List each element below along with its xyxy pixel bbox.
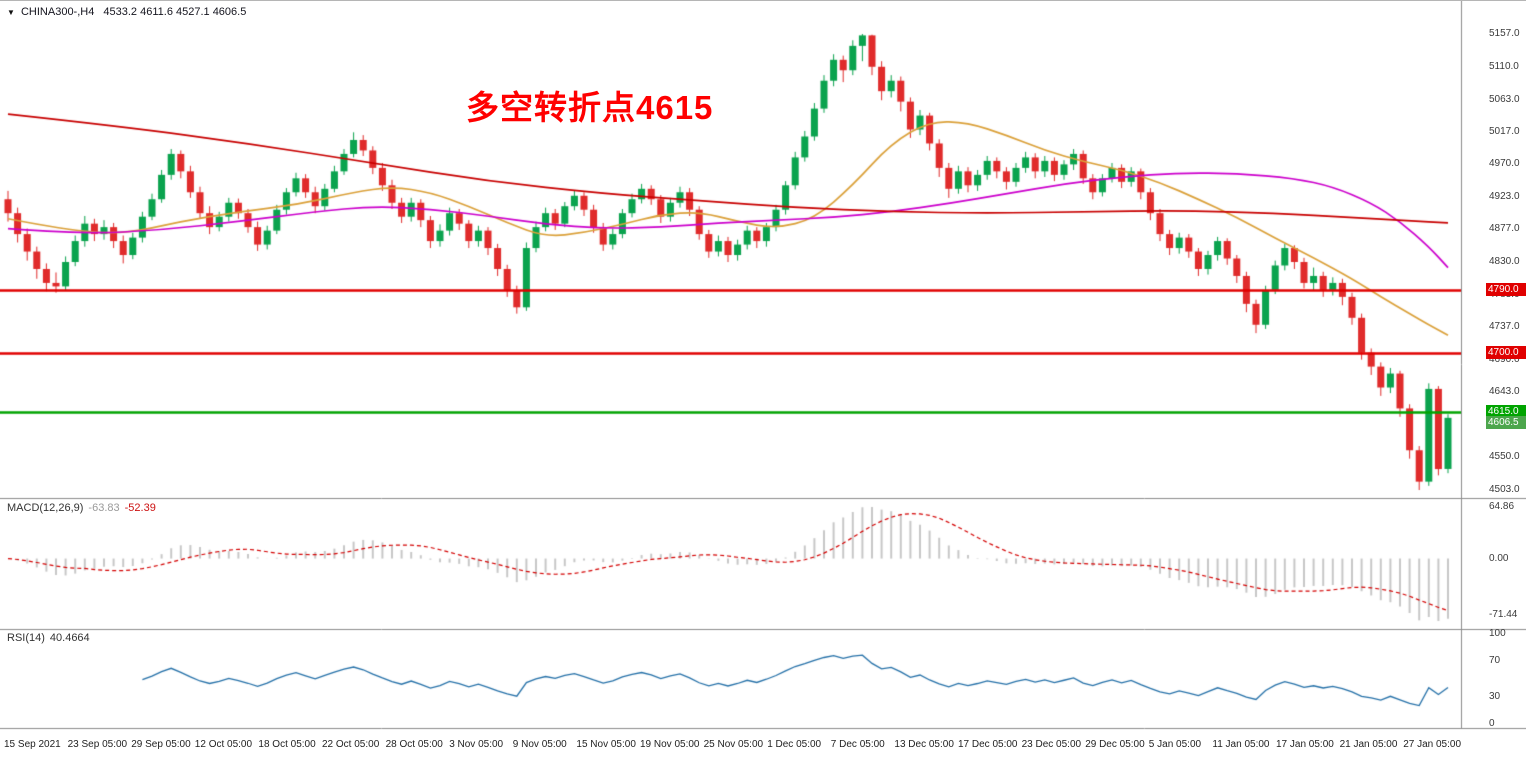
- symbol-quote-bar: ▼ CHINA300-,H4 4533.2 4611.6 4527.1 4606…: [7, 6, 246, 18]
- macd-axis-label: 64.86: [1489, 501, 1515, 513]
- price-axis-label: 5157.0: [1489, 28, 1520, 39]
- time-axis-label: 29 Dec 05:00: [1085, 739, 1145, 750]
- price-axis-label: 4877.0: [1489, 223, 1520, 235]
- time-axis-label: 13 Dec 05:00: [894, 739, 954, 750]
- time-axis-label: 12 Oct 05:00: [194, 739, 253, 750]
- time-axis-label: 27 Jan 05:00: [1403, 739, 1462, 750]
- macd-signal-value: -52.39: [124, 502, 156, 514]
- time-axis-label: 22 Oct 05:00: [322, 739, 380, 750]
- time-axis-label: 15 Nov 05:00: [576, 739, 636, 750]
- price-axis-label: 4690.0: [1489, 353, 1520, 365]
- macd-main-value: -63.83: [88, 502, 120, 514]
- time-axis-label: 11 Jan 05:00: [1212, 739, 1270, 750]
- time-axis-label: 15 Sep 2021: [4, 739, 61, 750]
- rsi-axis-label: 100: [1489, 628, 1506, 639]
- time-axis-label: 23 Dec 05:00: [1021, 739, 1082, 750]
- time-axis-label: 9 Nov 05:00: [512, 739, 567, 750]
- price-axis-label: 4550.0: [1489, 451, 1520, 463]
- level-price-badge: 4615.0: [1486, 404, 1526, 418]
- rsi-axis-label: 0: [1489, 718, 1495, 729]
- rsi-value: 40.4664: [49, 632, 90, 644]
- time-axis-label: 21 Jan 05:00: [1339, 739, 1398, 750]
- ohlc-values: 4533.2 4611.6 4527.1 4606.5: [103, 6, 247, 18]
- macd-name: MACD(12,26,9): [7, 502, 84, 514]
- price-axis-label: 4923.0: [1489, 191, 1520, 203]
- macd-axis-label: -71.44: [1489, 609, 1518, 621]
- price-axis-label: 5110.0: [1489, 60, 1519, 72]
- rsi-axis-label: 30: [1489, 691, 1501, 702]
- price-axis-label: 5063.0: [1489, 93, 1520, 105]
- time-axis-label: 3 Nov 05:00: [449, 739, 504, 750]
- bid-price-badge: 4606.5: [1486, 415, 1526, 429]
- macd-indicator-label: MACD(12,26,9) -63.83 -52.39: [7, 502, 156, 514]
- symbol-label: CHINA300-,H4: [20, 6, 95, 18]
- rsi-name: RSI(14): [7, 632, 45, 644]
- rsi-indicator-label: RSI(14) 40.4664: [7, 632, 90, 644]
- price-axis-label: 4970.0: [1489, 158, 1520, 170]
- time-axis-label: 1 Dec 05:00: [767, 739, 822, 750]
- time-axis-label: 28 Oct 05:00: [385, 739, 443, 750]
- time-axis-label: 23 Sep 05:00: [67, 739, 128, 750]
- macd-axis-label: 0.00: [1489, 552, 1509, 564]
- turning-point-annotation: 多空转折点4615: [466, 89, 714, 126]
- time-axis-label: 18 Oct 05:00: [258, 739, 316, 750]
- price-axis-label: 5017.0: [1489, 125, 1520, 137]
- time-axis-label: 25 Nov 05:00: [703, 739, 764, 750]
- rsi-axis-label: 70: [1489, 655, 1501, 666]
- time-axis-label: 29 Sep 05:00: [131, 739, 191, 750]
- time-axis-label: 5 Jan 05:00: [1148, 739, 1202, 750]
- price-axis-label: 4830.0: [1489, 256, 1520, 267]
- level-price-badge: 4700.0: [1486, 345, 1526, 359]
- level-price-badge: 4790.0: [1486, 282, 1526, 296]
- time-axis-label: 17 Jan 05:00: [1276, 739, 1334, 750]
- time-axis-label: 19 Nov 05:00: [640, 739, 700, 750]
- price-axis-label: 4643.0: [1489, 386, 1520, 398]
- time-axis-label: 7 Dec 05:00: [830, 739, 885, 750]
- price-axis-label: 4503.0: [1489, 484, 1520, 495]
- price-axis-label: 4737.0: [1489, 320, 1520, 332]
- dropdown-arrow-icon: ▼: [7, 8, 15, 17]
- time-axis-label: 17 Dec 05:00: [958, 739, 1018, 750]
